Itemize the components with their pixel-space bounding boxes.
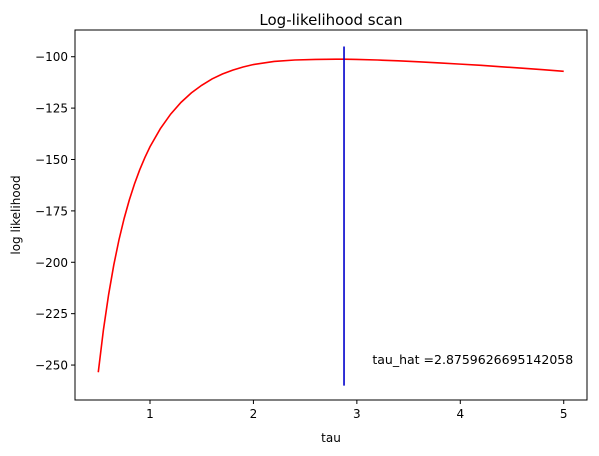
x-tick-label: 1 <box>146 407 154 421</box>
y-tick-label: −150 <box>35 153 68 167</box>
y-tick-label: −175 <box>35 204 68 218</box>
y-tick-label: −250 <box>35 359 68 373</box>
y-axis-label: log likelihood <box>9 175 23 254</box>
x-tick-label: 4 <box>456 407 464 421</box>
axes-frame <box>74 29 588 401</box>
y-tick-label: −200 <box>35 256 68 270</box>
series-line-0 <box>97 58 564 373</box>
x-tick-label: 5 <box>560 407 568 421</box>
x-tick-label: 3 <box>353 407 361 421</box>
x-axis-label: tau <box>321 431 341 445</box>
chart-title: Log-likelihood scan <box>259 11 402 29</box>
x-tick-label: 2 <box>250 407 258 421</box>
tau-hat-annotation: tau_hat =2.8759626695142058 <box>372 352 573 367</box>
x-axis: 1 2 3 4 5 <box>146 400 568 421</box>
y-tick-label: −225 <box>35 307 68 321</box>
plot-area: tau_hat =2.8759626695142058 <box>97 46 573 386</box>
y-tick-label: −100 <box>35 50 68 64</box>
y-tick-label: −125 <box>35 102 68 116</box>
y-axis: −100 −125 −150 −175 −200 −225 −250 <box>35 50 75 373</box>
